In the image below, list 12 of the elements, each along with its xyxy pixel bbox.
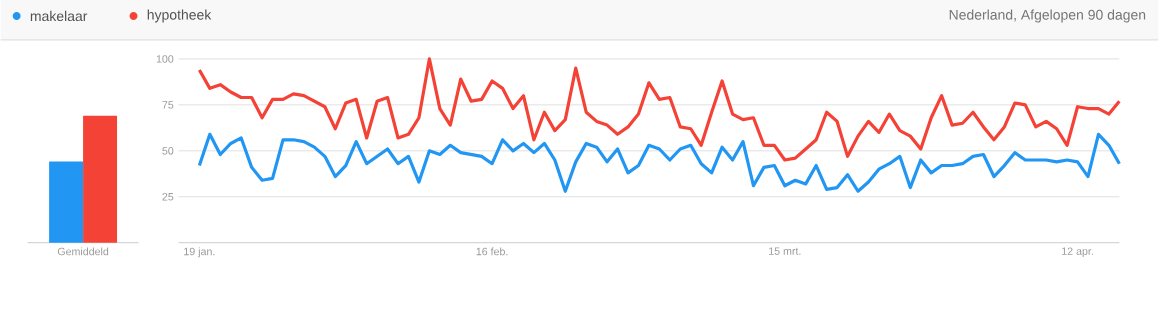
text: Nederland, Afgelopen 90 dagen: [949, 9, 1146, 23]
y-tick-label: 50: [162, 147, 174, 155]
y-tick-label: 100: [156, 55, 174, 63]
x-tick-label: 16 feb.: [476, 247, 508, 256]
x-tick-label: 12 apr.: [1062, 247, 1093, 258]
y-tick-label: 25: [162, 193, 174, 201]
x-tick-label: Gemiddeld: [57, 247, 109, 256]
legend-label: hypotheek: [147, 9, 212, 23]
y-tick-label: 75: [162, 101, 174, 109]
x-tick-label: 19 jan.: [184, 247, 215, 258]
legend-label: makelaar: [30, 11, 88, 22]
x-tick-label: 15 mrt.: [769, 247, 801, 256]
